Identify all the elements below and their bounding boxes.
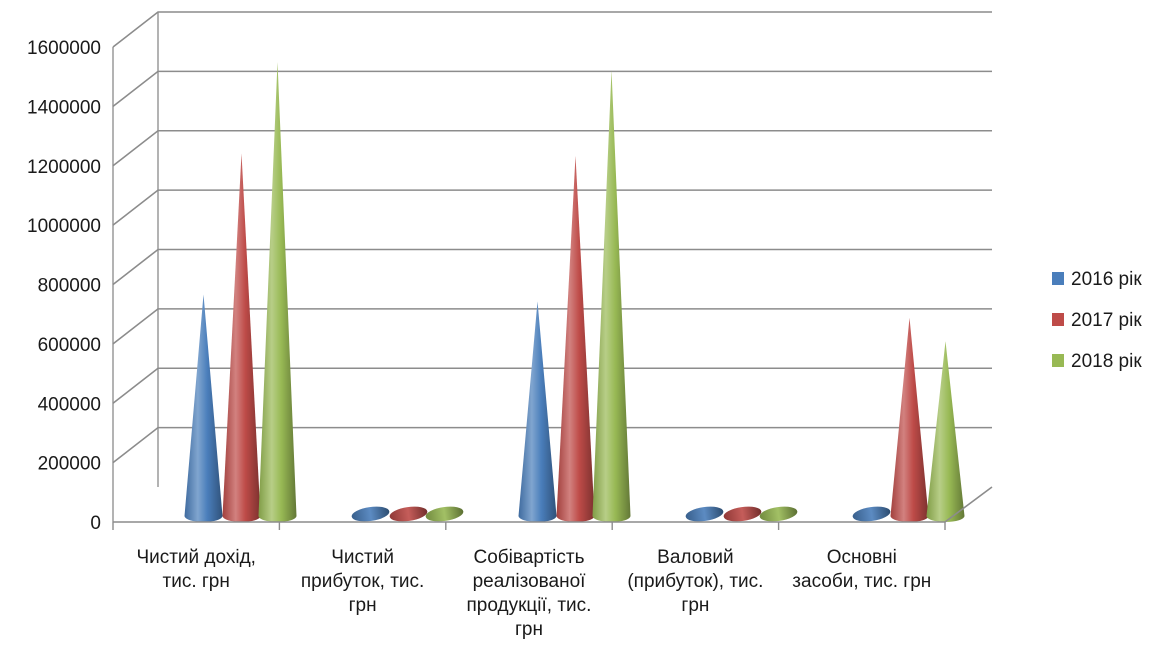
- cone-2018-рік-2: [425, 506, 464, 522]
- cone-2017-рік-3: [556, 155, 595, 522]
- gridline: [112, 70, 992, 108]
- cone-shape: [592, 70, 631, 522]
- legend-swatch: [1052, 272, 1064, 285]
- y-tick-label: 800000: [38, 276, 101, 297]
- cone-base: [685, 506, 724, 522]
- y-axis-ticks: 0 200000 400000 600000 800000 1000000 1200000 1…: [27, 38, 101, 534]
- y-tick-label: 1400000: [27, 97, 101, 118]
- cone-base: [425, 506, 464, 522]
- cone-base: [723, 506, 762, 522]
- y-tick-label: 1600000: [27, 38, 101, 59]
- cone-2017-рік-4: [723, 506, 762, 522]
- y-tick-label: 0: [90, 513, 101, 534]
- gridline: [112, 248, 992, 286]
- gridline: [112, 426, 992, 464]
- cone-2018-рік-1: [258, 62, 297, 522]
- gridlines: [112, 11, 992, 464]
- cone-2016-рік-2: [351, 506, 390, 522]
- legend-swatch: [1052, 313, 1064, 326]
- cone-base: [852, 506, 891, 522]
- category-label-4: Валовий (прибуток), тис. грн: [627, 547, 763, 616]
- legend-item-2016-рік: 2016 рік: [1052, 269, 1142, 290]
- gridline: [112, 189, 992, 226]
- cone-2016-рік-4: [685, 506, 724, 522]
- legend-label: 2016 рік: [1071, 269, 1142, 290]
- cone-2017-рік-2: [389, 506, 428, 522]
- cone-2017-рік-1: [222, 153, 261, 522]
- cone-2016-рік-3: [518, 301, 557, 522]
- category-label-5: Основні засоби, тис. грн: [792, 547, 931, 592]
- gridline: [112, 367, 992, 404]
- legend-swatch: [1052, 354, 1064, 367]
- cone-shape: [556, 155, 595, 522]
- chart-floor: [112, 486, 993, 530]
- cone-shape: [184, 294, 223, 522]
- category-label-1: Чистий дохід, тис. грн: [136, 547, 256, 592]
- cone-shape: [258, 62, 297, 522]
- cone-2016-рік-1: [184, 294, 223, 522]
- cone-base: [759, 506, 798, 522]
- cone-2018-рік-5: [926, 341, 965, 522]
- cone-shape: [222, 153, 261, 522]
- cone-base: [389, 506, 428, 522]
- legend-item-2017-рік: 2017 рік: [1052, 310, 1142, 331]
- category-label-2: Чистий прибуток, тис. грн: [301, 547, 424, 616]
- y-tick-label: 600000: [38, 335, 101, 356]
- category-label-3: Собівартість реалізованої продукції, тис. г…: [467, 547, 592, 640]
- cone-shape: [890, 317, 929, 522]
- cone-2018-рік-4: [759, 506, 798, 522]
- gridline: [112, 11, 992, 48]
- legend-label: 2018 рік: [1071, 351, 1142, 372]
- legend: 2016 рік 2017 рік 2018 рік: [1052, 269, 1142, 372]
- gridline: [112, 308, 992, 345]
- y-tick-label: 1200000: [27, 157, 101, 178]
- cone-base: [351, 506, 390, 522]
- plot-area: [184, 62, 965, 522]
- y-tick-label: 200000: [38, 454, 101, 475]
- legend-item-2018-рік: 2018 рік: [1052, 351, 1142, 372]
- cone-2018-рік-3: [592, 70, 631, 522]
- y-tick-label: 1000000: [27, 216, 101, 237]
- legend-label: 2017 рік: [1071, 310, 1142, 331]
- x-axis-labels: Чистий дохід, тис. грн Чистий прибуток, тис…: [136, 547, 931, 640]
- cone-2017-рік-5: [890, 317, 929, 522]
- cone-shape: [926, 341, 965, 522]
- cone-shape: [518, 301, 557, 522]
- gridline: [112, 129, 992, 167]
- cone-2016-рік-5: [852, 506, 891, 522]
- y-tick-label: 400000: [38, 394, 101, 415]
